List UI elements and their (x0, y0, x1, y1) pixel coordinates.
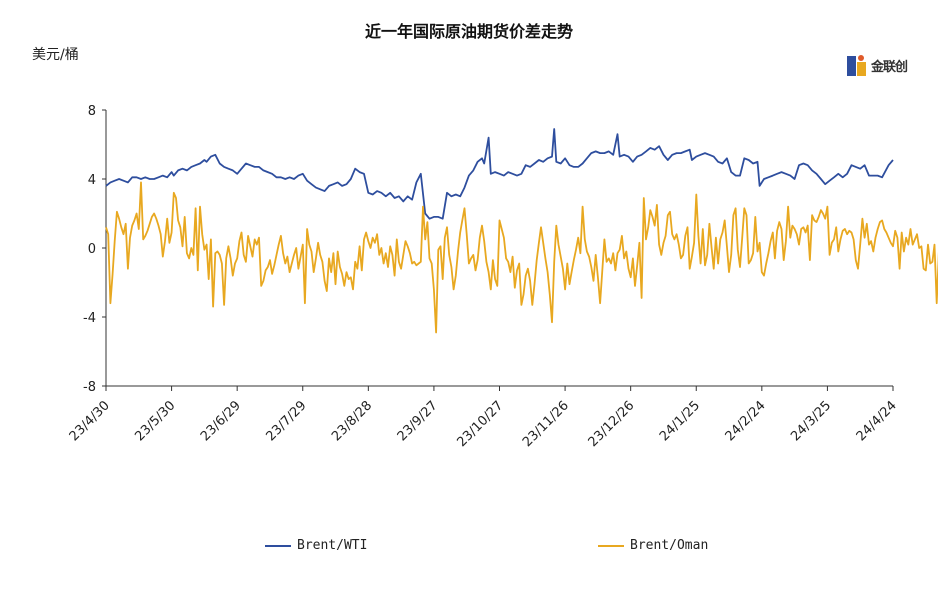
chart-series (105, 128, 938, 334)
x-tick-label: 24/2/24 (723, 398, 769, 444)
series-line-brent-wti (105, 128, 894, 220)
legend-label-brent-oman: Brent/Oman (630, 538, 709, 553)
legend-swatch-brent-oman (598, 544, 624, 547)
x-tick-label: 24/3/25 (788, 398, 834, 444)
brand-logo-icon (847, 55, 866, 76)
legend-label-brent-wti: Brent/WTI (297, 538, 368, 553)
legend-item-brent-oman: Brent/Oman (598, 538, 708, 553)
y-tick-label: -8 (83, 380, 96, 395)
x-tick-label: 24/1/25 (657, 398, 703, 444)
brand-logo: 金联创 (845, 52, 915, 80)
y-tick-label: -4 (83, 311, 96, 326)
series-line-brent-oman (105, 181, 938, 334)
x-tick-label: 23/4/30 (67, 398, 113, 444)
x-tick-label: 23/7/29 (264, 398, 310, 444)
x-tick-label: 24/4/24 (854, 398, 900, 444)
y-axis-ticks: -8 -4 0 4 8 (83, 104, 106, 395)
legend-swatch-brent-wti (265, 544, 291, 547)
y-tick-label: 4 (88, 173, 96, 188)
x-tick-label: 23/6/29 (198, 398, 244, 444)
brand-logo-text: 金联创 (871, 60, 908, 75)
x-tick-label: 23/5/30 (132, 398, 178, 444)
y-tick-label: 8 (88, 104, 96, 119)
x-tick-label: 23/10/27 (454, 398, 506, 450)
x-tick-label: 23/12/26 (586, 398, 638, 450)
y-axis-unit-label: 美元/桶 (32, 47, 79, 63)
x-tick-label: 23/9/27 (395, 398, 441, 444)
x-tick-label: 23/11/26 (520, 398, 572, 450)
legend-item-brent-wti: Brent/WTI (265, 538, 367, 553)
x-tick-label: 23/8/28 (329, 398, 375, 444)
chart-title: 近一年国际原油期货价差走势 (364, 22, 573, 41)
y-tick-label: 0 (88, 242, 96, 257)
x-axis-ticks: 23/4/30 23/5/30 23/6/29 23/7/29 23/8/28 23/9/… (67, 386, 900, 450)
